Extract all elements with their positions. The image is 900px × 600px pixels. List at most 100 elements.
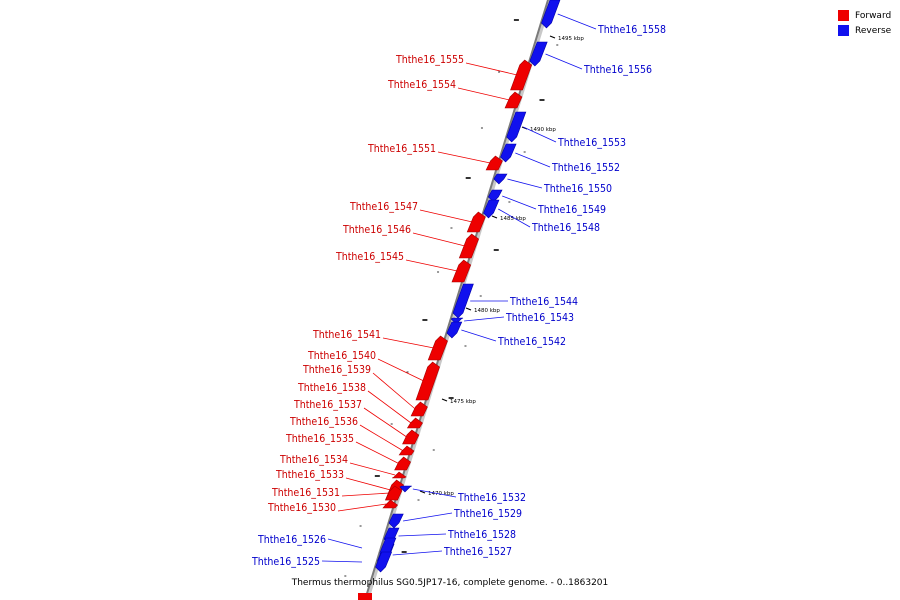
gene-label-forward[interactable]: Ththe16_1551: [367, 143, 436, 155]
reverse-leader-line: [557, 13, 597, 30]
forward-gene[interactable]: [458, 233, 479, 259]
forward-leader-line: [341, 492, 390, 497]
forward-gene[interactable]: [466, 211, 486, 233]
reverse-leader-line: [392, 550, 443, 556]
reverse-gene[interactable]: [493, 173, 508, 185]
reverse-leader-line: [498, 208, 531, 228]
genome-caption: Thermus thermophilus SG0.5JP17-16, compl…: [291, 578, 609, 588]
gene-label-forward[interactable]: Ththe16_1555: [395, 54, 464, 66]
kbp-label: 1480 kbp: [474, 308, 500, 314]
reverse-gene[interactable]: [375, 551, 393, 573]
forward-gene[interactable]: [382, 499, 398, 509]
legend-reverse-label: Reverse: [855, 25, 892, 36]
kbp-label: 1495 kbp: [558, 36, 584, 42]
gene-label-forward[interactable]: Ththe16_1537: [293, 399, 362, 411]
reverse-leader-line: [464, 316, 505, 322]
gene-label-reverse[interactable]: Ththe16_1552: [551, 162, 620, 174]
reverse-gene[interactable]: [399, 485, 412, 493]
gene-label-forward[interactable]: Ththe16_1546: [342, 224, 411, 236]
reverse-gene[interactable]: [500, 143, 517, 163]
forward-leader-line: [363, 407, 407, 438]
gene-label-reverse[interactable]: Ththe16_1544: [509, 296, 578, 308]
reverse-gene[interactable]: [388, 513, 404, 529]
gene-label-reverse[interactable]: Ththe16_1542: [497, 336, 566, 348]
kbp-tick: [549, 35, 556, 39]
gene-label-forward[interactable]: Ththe16_1536: [289, 416, 358, 428]
forward-leader-line: [419, 209, 473, 223]
gene-label-reverse[interactable]: Ththe16_1550: [543, 183, 612, 195]
gene-label-reverse[interactable]: Ththe16_1558: [597, 24, 666, 36]
gene-label-forward[interactable]: Ththe16_1538: [297, 382, 366, 394]
forward-gene[interactable]: [510, 59, 533, 91]
reverse-gene[interactable]: [446, 321, 463, 339]
gene-label-forward[interactable]: Ththe16_1541: [312, 329, 381, 341]
gene-label-reverse[interactable]: Ththe16_1529: [453, 508, 522, 520]
gene-label-forward[interactable]: Ththe16_1535: [285, 433, 354, 445]
gene-label-reverse[interactable]: Ththe16_1549: [537, 204, 606, 216]
reverse-gene[interactable]: [452, 283, 474, 319]
reverse-leader-line: [412, 488, 457, 498]
forward-gene[interactable]: [394, 456, 411, 471]
gene-label-forward[interactable]: Ththe16_1533: [275, 469, 344, 481]
gene-label-forward[interactable]: Ththe16_1530: [267, 502, 336, 514]
kbp-label: 1485 kbp: [500, 216, 526, 222]
leader-layer: [321, 13, 597, 563]
gene-label-reverse[interactable]: Ththe16_1525: [251, 556, 320, 568]
kbp-tick: [419, 490, 426, 494]
forward-gene[interactable]: [410, 401, 428, 417]
forward-gene[interactable]: [392, 471, 407, 479]
forward-gene[interactable]: [451, 259, 472, 283]
forward-leader-line: [437, 151, 491, 164]
forward-gene[interactable]: [427, 335, 448, 361]
reverse-leader-line: [502, 195, 537, 210]
forward-leader-line: [457, 87, 510, 101]
gene-label-reverse[interactable]: Ththe16_1556: [583, 64, 652, 76]
legend-item-forward: Forward: [838, 8, 891, 23]
reverse-gene[interactable]: [450, 317, 464, 325]
forward-leader-line: [412, 232, 466, 247]
reverse-leader-line: [398, 533, 447, 537]
gene-label-forward[interactable]: Ththe16_1531: [271, 487, 340, 499]
reverse-gene[interactable]: [541, 0, 561, 29]
forward-gene[interactable]: [504, 91, 523, 109]
reverse-gene[interactable]: [488, 189, 503, 203]
reverse-leader-line: [515, 152, 551, 168]
reverse-gene[interactable]: [483, 199, 500, 219]
forward-swatch: [838, 10, 849, 21]
legend-item-reverse: Reverse: [838, 23, 891, 38]
gene-label-reverse[interactable]: Ththe16_1548: [531, 222, 600, 234]
forward-leader-line: [372, 372, 416, 410]
gene-label-forward[interactable]: Ththe16_1540: [307, 350, 376, 362]
reverse-gene[interactable]: [529, 41, 548, 67]
legend-forward-label: Forward: [855, 10, 892, 21]
gene-label-reverse[interactable]: Ththe16_1532: [457, 492, 526, 504]
forward-gene[interactable]: [402, 429, 420, 445]
kbp-label: 1490 kbp: [530, 127, 556, 133]
gene-label-reverse[interactable]: Ththe16_1526: [257, 534, 326, 546]
gene-label-forward[interactable]: Ththe16_1547: [349, 201, 418, 213]
forward-gene[interactable]: [406, 417, 423, 429]
reverse-leader-line: [403, 512, 453, 522]
reverse-leader-line: [523, 126, 557, 143]
reverse-gene[interactable]: [506, 111, 527, 143]
forward-gene[interactable]: [415, 361, 440, 401]
kbp-tick: [465, 307, 472, 311]
gene-label-reverse[interactable]: Ththe16_1528: [447, 529, 516, 541]
gene-layer: [358, 0, 561, 600]
gene-label-forward[interactable]: Ththe16_1534: [279, 454, 348, 466]
forward-gene-fragment[interactable]: [358, 593, 372, 600]
reverse-leader-line: [545, 53, 583, 70]
gene-label-reverse[interactable]: Ththe16_1553: [557, 137, 626, 149]
gene-label-reverse[interactable]: Ththe16_1527: [443, 546, 512, 558]
gene-label-forward[interactable]: Ththe16_1539: [302, 364, 371, 376]
gene-label-forward[interactable]: Ththe16_1545: [335, 251, 404, 263]
forward-gene[interactable]: [485, 155, 503, 171]
reverse-swatch: [838, 25, 849, 36]
reverse-leader-line: [507, 178, 543, 189]
gene-label-reverse[interactable]: Ththe16_1543: [505, 312, 574, 324]
forward-gene[interactable]: [398, 445, 415, 456]
forward-gene[interactable]: [385, 485, 403, 501]
gene-label-forward[interactable]: Ththe16_1554: [387, 79, 456, 91]
kbp-tick: [441, 398, 448, 402]
